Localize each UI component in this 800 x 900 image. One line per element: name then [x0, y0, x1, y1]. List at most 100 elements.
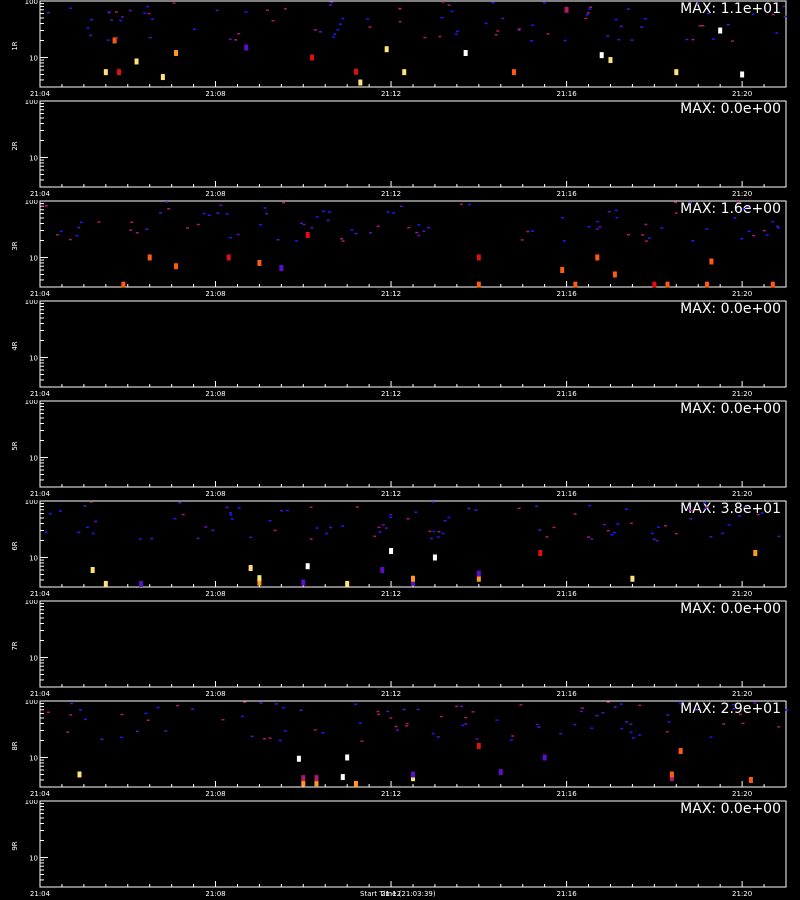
data-point [229, 514, 233, 516]
data-point [498, 769, 503, 776]
y-axis-label: 5R [11, 441, 19, 450]
data-point [542, 754, 547, 761]
data-point [620, 727, 624, 730]
data-point [147, 254, 152, 261]
data-point [380, 567, 385, 574]
data-point [782, 5, 786, 8]
data-point [100, 738, 104, 741]
data-point [711, 38, 715, 40]
data-point [406, 518, 410, 520]
data-point [368, 26, 372, 28]
y-axis-label: 4R [11, 341, 19, 350]
data-point [629, 723, 633, 725]
data-point [243, 701, 247, 703]
data-point [228, 236, 232, 239]
x-tick-label: 21:04 [30, 690, 51, 698]
y-axis-label: 2R [11, 141, 19, 150]
data-point [280, 510, 284, 512]
data-point [610, 534, 614, 536]
data-point [674, 212, 678, 214]
data-point [135, 730, 139, 733]
data-point [79, 709, 83, 711]
data-point [55, 233, 59, 236]
data-point [606, 35, 610, 37]
x-tick-label: 21:04 [30, 590, 51, 598]
data-point [405, 725, 409, 727]
data-point [229, 512, 233, 514]
data-point [509, 739, 513, 741]
data-point [573, 723, 577, 726]
data-point [638, 734, 642, 736]
data-point [463, 50, 468, 57]
data-point [602, 523, 606, 526]
data-point [120, 713, 124, 716]
data-point [669, 771, 674, 778]
data-point [742, 208, 746, 210]
data-point [531, 24, 535, 26]
data-point [651, 532, 655, 535]
data-point [274, 703, 278, 705]
data-point [148, 36, 152, 39]
data-point [58, 510, 62, 512]
data-point [354, 232, 358, 235]
panel-1: 10 100 1R 21:04 21:08 21:12 21:16 21:20 MAX: 1.1… [11, 0, 787, 98]
data-point [441, 532, 445, 535]
data-point [151, 18, 155, 21]
data-point [441, 1, 445, 3]
data-point [358, 79, 363, 86]
data-point [464, 716, 468, 719]
y-axis-label: 1R [11, 41, 19, 50]
data-point [629, 731, 633, 734]
data-point [546, 33, 550, 35]
data-point [134, 58, 139, 65]
data-point [627, 233, 631, 236]
data-point [295, 240, 299, 242]
y-tick-label: 100 [25, 200, 38, 206]
data-point [431, 501, 435, 503]
data-point [48, 513, 52, 515]
data-point [511, 69, 516, 76]
data-point [588, 8, 592, 10]
x-tick-label: 21:04 [30, 890, 51, 898]
data-point [614, 18, 618, 21]
data-point [219, 204, 223, 206]
data-point [630, 39, 634, 41]
data-point [612, 271, 617, 278]
data-point [358, 722, 362, 724]
x-tick-label: 21:08 [205, 590, 225, 598]
data-point [436, 536, 440, 538]
data-point [215, 9, 219, 12]
data-point [119, 736, 123, 739]
data-point [278, 739, 282, 742]
data-point [77, 531, 81, 534]
data-point [687, 508, 691, 511]
x-tick-label: 21:04 [30, 190, 51, 198]
data-point [564, 6, 569, 13]
x-tick-label: 21:04 [30, 90, 51, 98]
y-tick-label: 10 [29, 854, 38, 862]
data-point [395, 729, 399, 731]
data-point [360, 740, 364, 742]
x-tick-label: 21:16 [556, 790, 577, 798]
data-point [285, 509, 289, 512]
data-point [590, 538, 594, 540]
data-point [138, 538, 142, 540]
data-point [83, 505, 87, 507]
data-point [79, 221, 83, 224]
data-point [164, 201, 168, 203]
data-point [491, 1, 495, 4]
data-point [196, 537, 200, 540]
data-point [709, 736, 713, 738]
max-label: MAX: 0.0e+00 [680, 301, 781, 317]
x-tick-label: 21:08 [205, 490, 225, 498]
x-tick-label: 21:08 [205, 290, 225, 298]
data-point [69, 714, 73, 716]
data-point [770, 281, 775, 288]
data-point [135, 232, 139, 234]
data-point [313, 729, 317, 731]
data-point [573, 513, 577, 515]
x-tick-label: 21:20 [732, 490, 752, 498]
data-point [376, 225, 380, 227]
y-tick-label: 10 [29, 354, 38, 362]
data-point [146, 719, 150, 721]
